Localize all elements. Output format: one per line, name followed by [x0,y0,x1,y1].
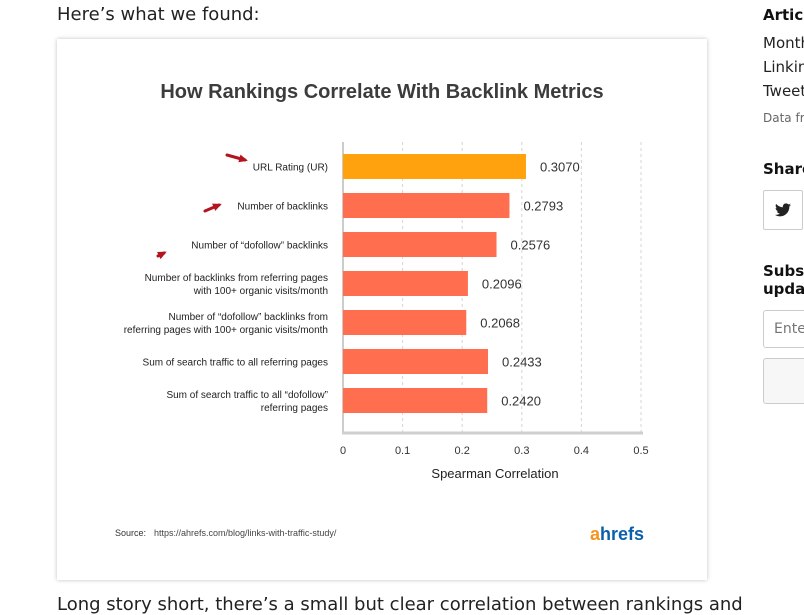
data-label: 0.2096 [482,277,522,292]
correlation-bar-chart: How Rankings Correlate With Backlink Met… [115,81,649,544]
share-heading: Share [763,160,804,178]
data-source-note: Data fro [763,111,804,125]
logo-letters-hrefs: hrefs [600,524,644,544]
right-sidebar: Article Month Linkin Tweet Data fro Shar… [763,0,804,612]
data-label: 0.2420 [501,394,541,409]
annotation-arrowhead [157,251,167,260]
category-label: referring pages [261,403,328,414]
category-label: Number of backlinks [237,202,328,213]
subscribe-heading-line-1: Subsc [763,262,804,280]
category-label: Number of backlinks from referring pages [145,273,328,284]
x-axis-label: Spearman Correlation [431,466,558,481]
subscribe-button[interactable] [763,358,804,404]
data-label: 0.2576 [511,238,551,253]
data-label: 0.2068 [480,316,520,331]
chart-figure: How Rankings Correlate With Backlink Met… [57,39,707,580]
category-label: Number of “dofollow” backlinks from [169,312,329,323]
category-label: Number of “dofollow” backlinks [191,241,328,252]
x-tick-label: 0.2 [455,445,470,457]
ahrefs-logo: ahrefs [590,524,644,544]
category-label: URL Rating (UR) [253,163,328,174]
bar [343,154,526,179]
data-label: 0.2433 [502,355,542,370]
data-label: 0.3070 [540,160,580,175]
x-tick-label: 0.3 [514,445,529,457]
category-label: Sum of search traffic to all referring p… [143,358,328,369]
bar [343,232,497,257]
category-label: referring pages with 100+ organic visits… [124,325,328,336]
subscribe-heading: Subsc updat [763,262,804,298]
x-tick-label: 0.5 [633,445,648,457]
sidebar-link-linking[interactable]: Linkin [763,58,804,76]
data-label: 0.2793 [523,199,563,214]
article-outro: Long story short, there’s a small but cl… [57,594,743,615]
annotation-arrowhead [238,154,248,163]
bar [343,310,467,335]
articles-heading: Article [763,6,804,24]
bar [343,193,510,218]
bar [343,349,489,374]
subscribe-heading-line-2: updat [763,280,804,298]
share-twitter-button[interactable] [763,190,803,230]
category-label: with 100+ organic visits/month [193,286,328,297]
x-tick-label: 0.1 [395,445,410,457]
sidebar-link-month[interactable]: Month [763,34,804,52]
twitter-bird-icon [775,203,791,217]
x-tick-label: 0 [340,445,346,457]
source-label: Source: [115,528,146,538]
chart-title: How Rankings Correlate With Backlink Met… [160,81,603,103]
article-intro: Here’s what we found: [57,4,260,25]
source-url: https://ahrefs.com/blog/links-with-traff… [154,528,337,538]
email-input[interactable] [763,310,804,348]
logo-letter-a: a [590,524,601,544]
category-label: Sum of search traffic to all “dofollow” [166,390,328,401]
bar [343,388,488,413]
x-tick-label: 0.4 [574,445,589,457]
sidebar-link-tweet[interactable]: Tweet [763,82,804,100]
annotation-arrowhead [212,203,222,211]
bar [343,271,468,296]
